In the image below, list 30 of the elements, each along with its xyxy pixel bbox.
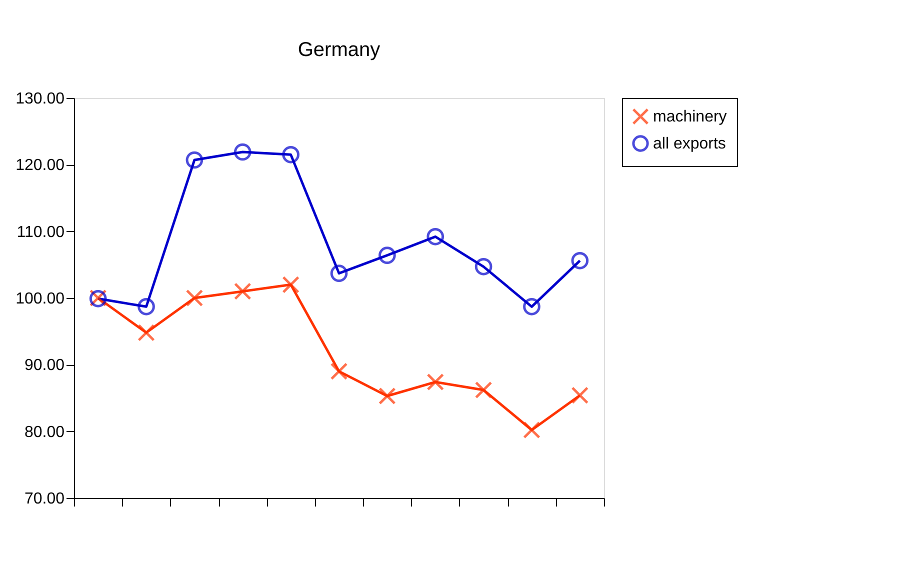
point	[571, 252, 589, 270]
point	[138, 298, 155, 316]
point	[330, 264, 348, 282]
point	[571, 386, 589, 404]
point	[378, 246, 396, 264]
point	[186, 289, 204, 307]
point	[282, 276, 300, 294]
legend-label: all exports	[653, 136, 726, 152]
point	[426, 228, 444, 246]
y-tick-label: 120.00	[16, 157, 65, 174]
point	[523, 421, 540, 439]
y-tick-label: 130.00	[16, 90, 65, 108]
point	[138, 324, 155, 342]
point	[330, 362, 348, 380]
point	[282, 146, 300, 164]
point	[474, 258, 492, 276]
point	[426, 373, 444, 391]
y-tick-label: 100.00	[16, 290, 65, 308]
point	[523, 298, 540, 316]
point	[186, 151, 204, 169]
point	[474, 381, 492, 399]
legend-label: machinery	[653, 108, 727, 126]
y-tick-label: 70.00	[24, 490, 65, 508]
y-tick-label: 80.00	[24, 424, 65, 441]
point	[234, 282, 252, 300]
chart-title: Germany	[298, 39, 380, 61]
y-tick-label: 110.00	[16, 224, 65, 241]
point	[378, 387, 396, 405]
y-tick-label: 90.00	[24, 357, 65, 374]
point	[234, 143, 252, 161]
